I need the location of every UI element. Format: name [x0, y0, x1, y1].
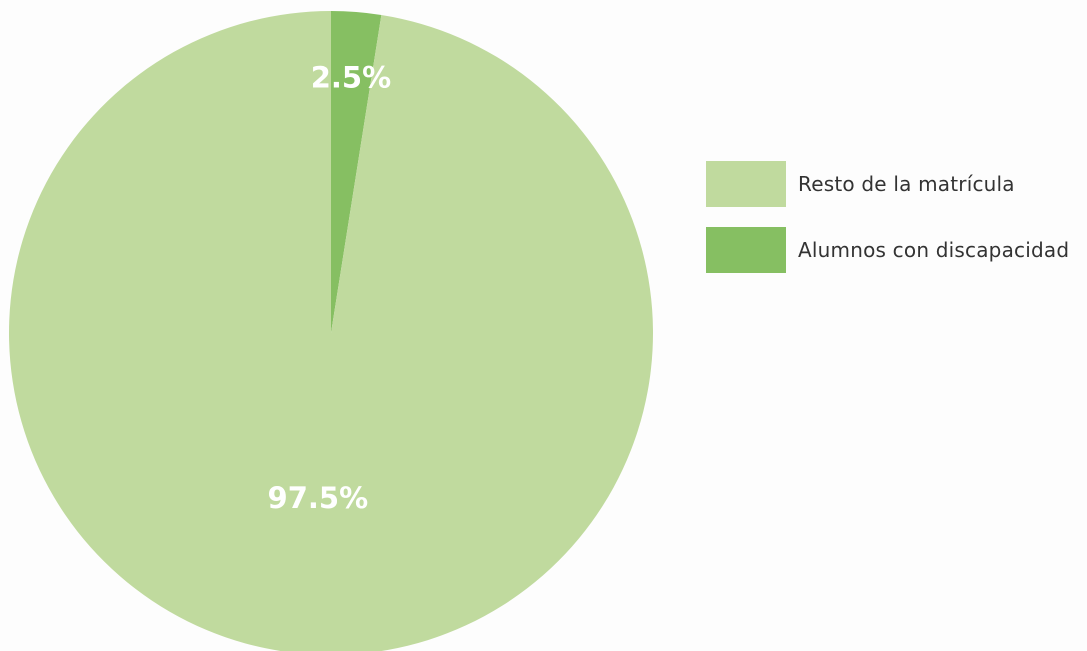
legend-label-discapacidad: Alumnos con discapacidad: [798, 238, 1070, 262]
slice-label-alumnos-con-discapacidad: 2.5%: [311, 60, 391, 94]
legend-item-discapacidad: Alumnos con discapacidad: [706, 227, 1069, 273]
legend-label-resto: Resto de la matrícula: [798, 172, 1015, 196]
pie-chart: 2.5% 97.5%: [9, 11, 653, 651]
pie-slice-alumnos-con-discapacidad: [331, 11, 382, 333]
legend-swatch-discapacidad: [706, 227, 786, 273]
legend-item-resto: Resto de la matrícula: [706, 161, 1069, 207]
legend-swatch-resto: [706, 161, 786, 207]
pie-slices: [9, 11, 653, 651]
pie-slice-resto-de-la-matricula: [9, 11, 653, 651]
pie-slice-labels: 2.5% 97.5%: [268, 60, 392, 515]
legend: Resto de la matrícula Alumnos con discap…: [706, 161, 1069, 293]
slice-label-resto-de-la-matricula: 97.5%: [268, 481, 369, 515]
